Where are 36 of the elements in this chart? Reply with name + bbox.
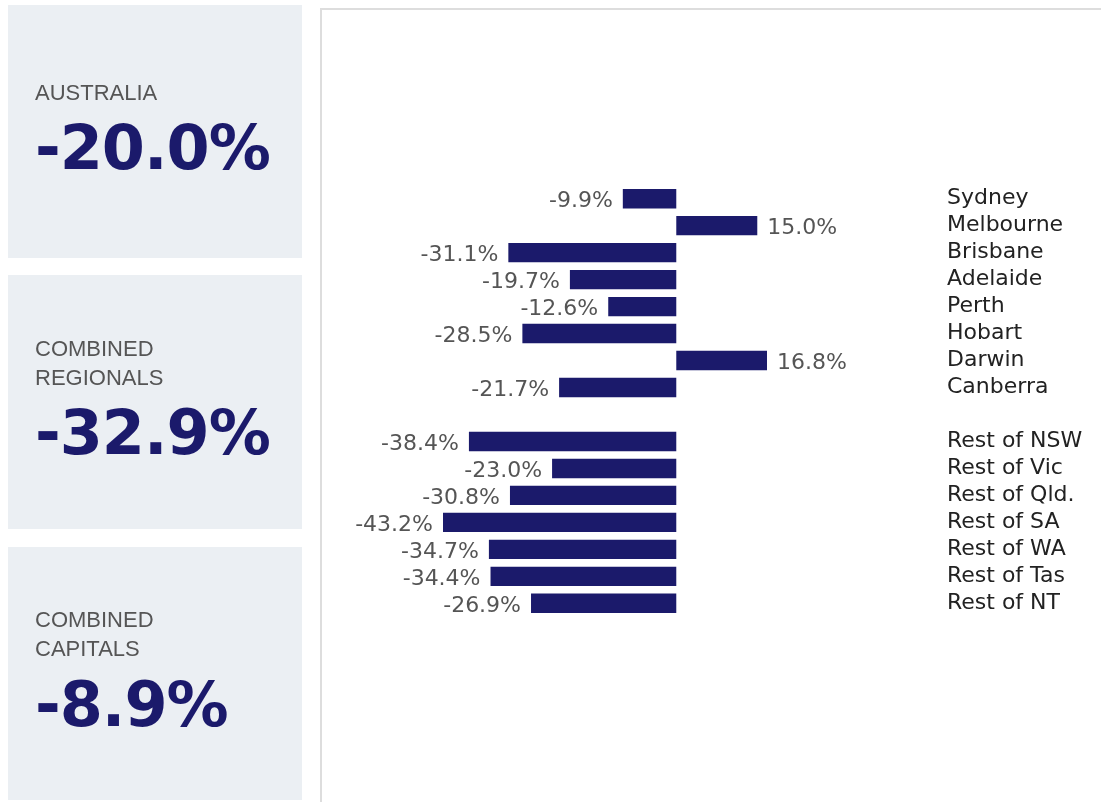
text: COMBINED CAPITALS <box>35 606 155 663</box>
text: AUSTRALIA <box>35 78 159 107</box>
y-tick-label: Rest of Qld. <box>947 481 1075 507</box>
data-label: -9.9% <box>548 187 613 213</box>
data-label: -19.7% <box>482 268 560 294</box>
data-label: -21.7% <box>471 376 550 402</box>
text: -32.9% <box>35 396 271 470</box>
y-tick-label: Rest of NSW <box>947 427 1083 453</box>
data-label: -34.7% <box>401 538 479 564</box>
text: -8.9% <box>35 667 229 741</box>
data-label: -38.4% <box>381 430 459 456</box>
data-label: 16.8% <box>777 349 847 375</box>
y-tick-label: Perth <box>947 292 1005 318</box>
y-tick-label: Rest of WA <box>947 535 1066 561</box>
text: -20.0% <box>35 111 271 185</box>
y-tick-label: Rest of Vic <box>947 454 1063 480</box>
y-tick-label: Rest of NT <box>947 589 1061 615</box>
data-label: -43.2% <box>355 511 433 537</box>
y-tick-label: Melbourne <box>947 211 1064 237</box>
y-tick-label: Darwin <box>947 346 1025 372</box>
data-label: -23.0% <box>464 457 543 483</box>
data-label: 15.0% <box>767 214 838 240</box>
y-tick-label: Hobart <box>947 319 1023 345</box>
data-label: -30.8% <box>422 484 500 510</box>
y-tick-label: Sydney <box>947 184 1029 210</box>
y-tick-label: Rest of Tas <box>947 562 1065 588</box>
y-tick-label: Adelaide <box>947 265 1043 291</box>
y-tick-label: Canberra <box>947 373 1049 399</box>
y-tick-label: Rest of SA <box>947 508 1060 534</box>
data-label: -34.4% <box>402 565 481 591</box>
y-tick-label: Brisbane <box>947 238 1044 264</box>
data-label: -26.9% <box>443 592 522 618</box>
text: COMBINED REGIONALS <box>35 334 165 392</box>
data-label: -28.5% <box>434 322 513 348</box>
data-label: -12.6% <box>520 295 599 321</box>
data-label: -31.1% <box>420 241 499 267</box>
